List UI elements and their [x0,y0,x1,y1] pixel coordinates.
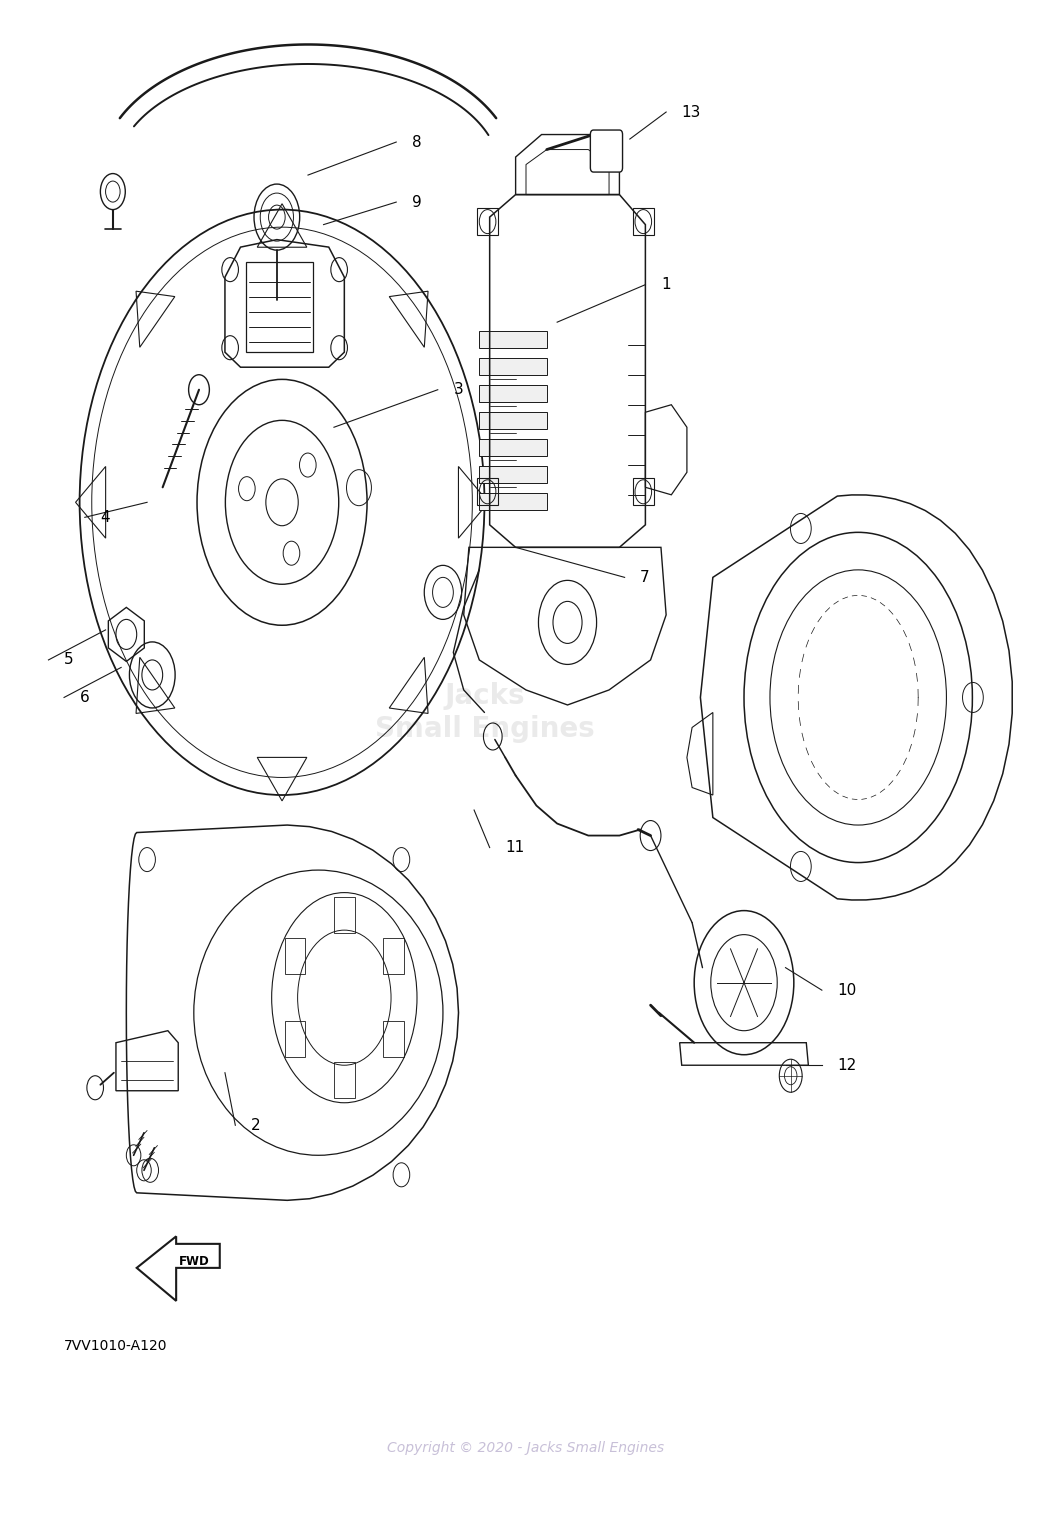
Polygon shape [137,1236,220,1301]
Text: 5: 5 [64,653,74,668]
Text: 9: 9 [411,194,422,209]
Polygon shape [480,412,547,429]
Text: 7: 7 [641,570,650,585]
Polygon shape [480,332,547,348]
Text: 12: 12 [837,1057,856,1073]
Polygon shape [480,385,547,401]
Text: FWD: FWD [179,1256,209,1268]
Text: 13: 13 [682,105,701,120]
Polygon shape [480,358,547,374]
Polygon shape [480,467,547,483]
Text: Jacks
Small Engines: Jacks Small Engines [375,682,594,742]
Text: 6: 6 [80,689,89,704]
Text: 11: 11 [505,839,525,854]
FancyBboxPatch shape [590,130,623,173]
Polygon shape [480,439,547,456]
Text: 8: 8 [411,135,422,150]
Text: 7VV1010-A120: 7VV1010-A120 [64,1339,167,1353]
Text: 1: 1 [661,277,670,292]
Text: 4: 4 [100,511,110,524]
Text: 3: 3 [453,382,463,397]
Text: Copyright © 2020 - Jacks Small Engines: Copyright © 2020 - Jacks Small Engines [387,1441,665,1454]
Polygon shape [480,494,547,511]
Text: 10: 10 [837,983,856,998]
Text: 2: 2 [250,1118,261,1133]
